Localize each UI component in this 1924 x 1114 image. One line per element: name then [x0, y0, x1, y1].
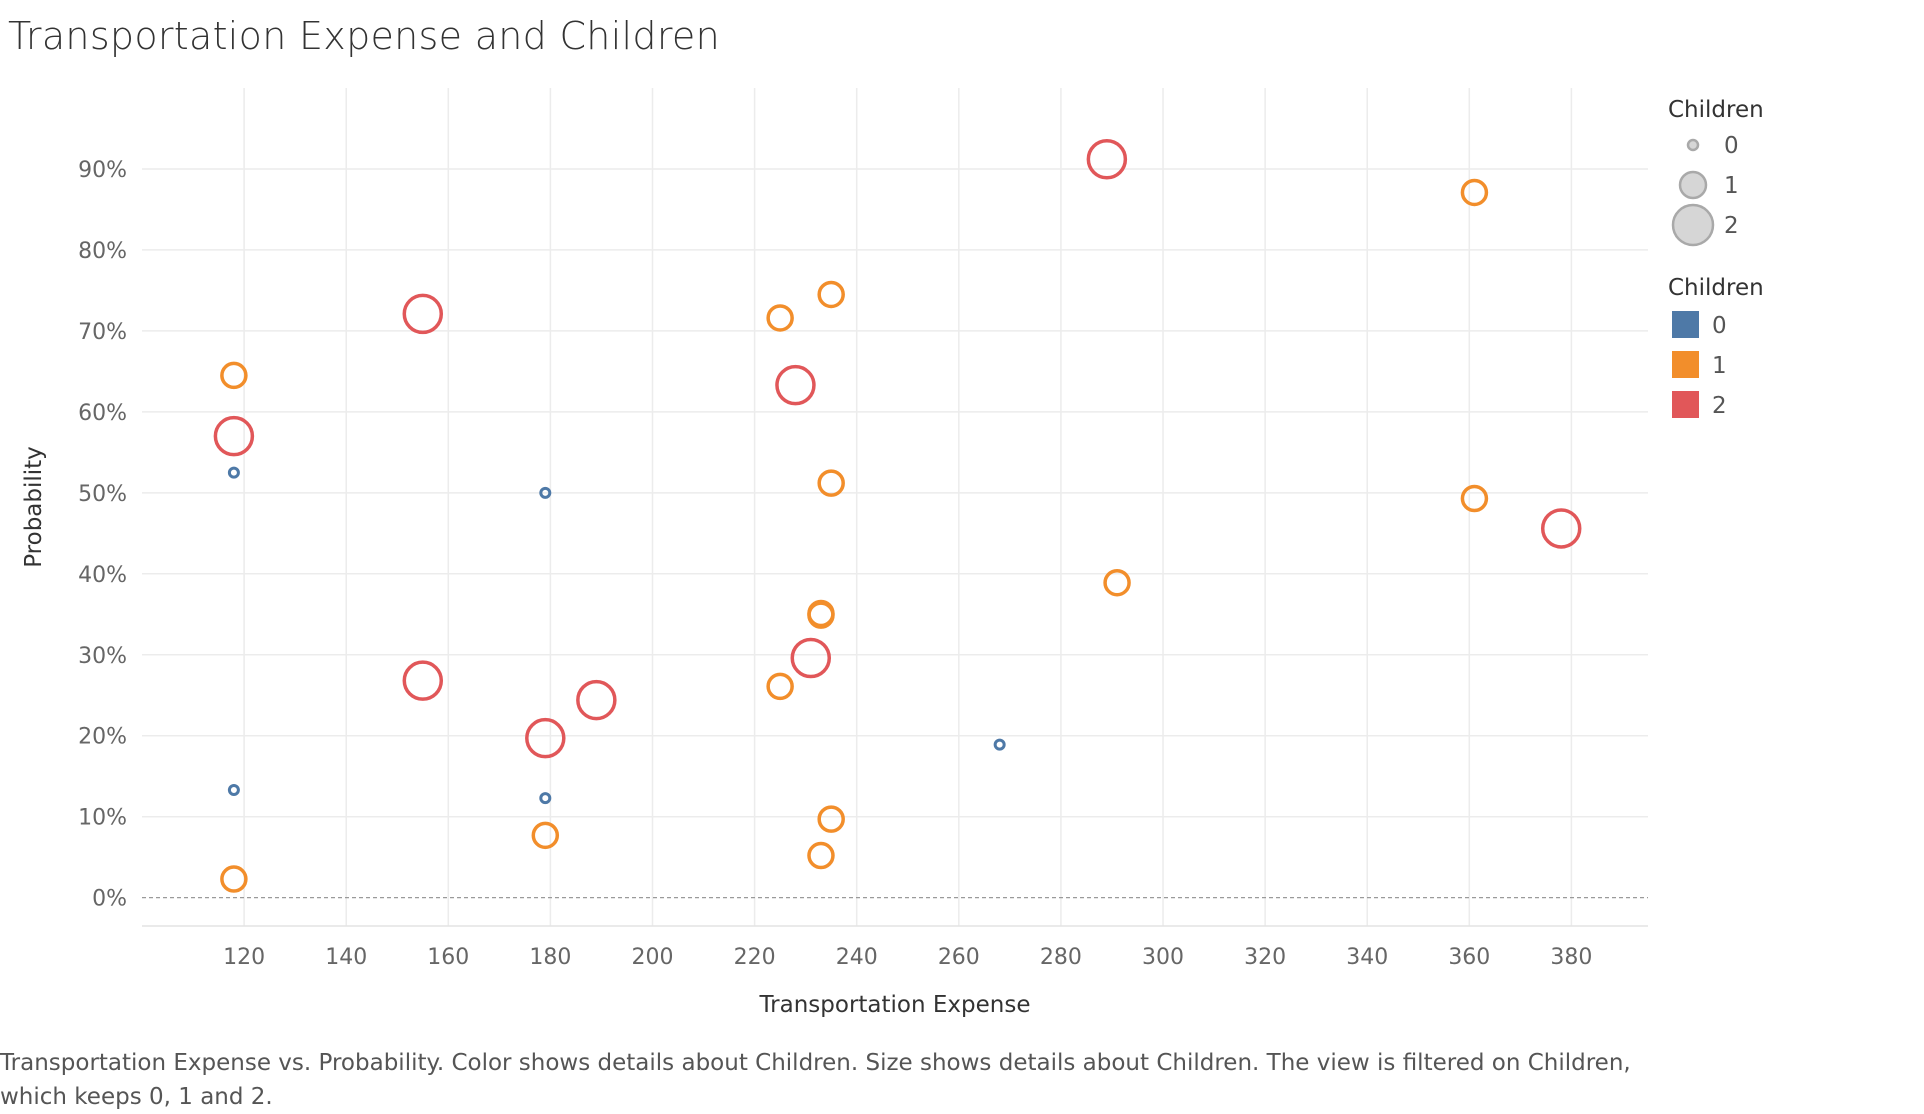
- x-tick-label: 340: [1346, 945, 1388, 970]
- x-tick-label: 140: [325, 945, 367, 970]
- data-point-children-0[interactable]: [227, 466, 240, 479]
- data-point-children-2[interactable]: [1086, 139, 1128, 180]
- data-point-children-1[interactable]: [817, 280, 845, 309]
- y-tick-label: 80%: [78, 239, 127, 264]
- size-legend-label: 0: [1724, 133, 1739, 159]
- y-axis-title: Probability: [21, 446, 47, 568]
- x-axis-ticks: 120 140 160 180 200 220 240 260 280 300 320 340 360 3…: [223, 945, 1592, 970]
- data-point-children-1[interactable]: [807, 601, 835, 629]
- data-point-children-0[interactable]: [539, 792, 552, 805]
- size-legend-label: 1: [1724, 173, 1739, 199]
- y-tick-label: 30%: [78, 644, 127, 669]
- x-tick-label: 240: [836, 945, 878, 970]
- color-legend-swatch: [1672, 351, 1699, 378]
- x-tick-label: 360: [1448, 945, 1490, 970]
- size-legend-swatch: [1686, 138, 1700, 152]
- color-legend-label: 0: [1712, 313, 1727, 339]
- size-legend-swatch: [1678, 170, 1708, 200]
- size-legend-label: 2: [1724, 213, 1739, 239]
- data-point-children-1[interactable]: [220, 865, 248, 893]
- data-point-children-0[interactable]: [227, 783, 240, 796]
- x-tick-label: 280: [1040, 945, 1082, 970]
- size-legend-swatch: [1671, 203, 1715, 247]
- data-point-children-1[interactable]: [817, 469, 845, 497]
- y-tick-label: 20%: [78, 725, 127, 750]
- x-tick-label: 200: [632, 945, 674, 970]
- y-tick-label: 50%: [78, 482, 127, 507]
- data-point-children-1[interactable]: [766, 672, 794, 701]
- y-tick-label: 0%: [92, 887, 127, 912]
- data-point-children-2[interactable]: [402, 293, 444, 335]
- x-tick-label: 300: [1142, 945, 1184, 970]
- data-points: [213, 139, 1582, 893]
- color-legend-title: Children: [1668, 275, 1764, 301]
- data-point-children-0[interactable]: [993, 738, 1006, 751]
- x-tick-label: 320: [1244, 945, 1286, 970]
- color-legend[interactable]: Children 0 1 2: [1668, 275, 1764, 419]
- data-point-children-0[interactable]: [539, 486, 552, 499]
- x-tick-label: 120: [223, 945, 265, 970]
- y-tick-label: 40%: [78, 563, 127, 588]
- data-point-children-2[interactable]: [790, 637, 832, 679]
- y-axis-ticks: 0% 10% 20% 30% 40% 50% 60% 70% 80% 90%: [78, 158, 127, 912]
- data-point-children-2[interactable]: [1540, 508, 1582, 549]
- x-axis-title: Transportation Expense: [759, 992, 1031, 1018]
- data-point-children-2[interactable]: [775, 364, 816, 406]
- scatter-chart: 0%10%20%30%40%50%60%70%80%90% 120 140 160 1…: [21, 88, 1764, 1018]
- y-tick-label: 10%: [78, 806, 127, 831]
- color-legend-swatch: [1672, 311, 1699, 338]
- x-tick-label: 160: [427, 945, 469, 970]
- data-point-children-1[interactable]: [1103, 568, 1131, 597]
- data-point-children-1[interactable]: [1460, 484, 1489, 513]
- size-legend-title: Children: [1668, 97, 1764, 123]
- color-legend-label: 2: [1712, 393, 1727, 419]
- data-point-children-2[interactable]: [402, 660, 444, 701]
- x-tick-label: 380: [1550, 945, 1592, 970]
- color-legend-label: 1: [1712, 353, 1727, 379]
- y-tick-label: 90%: [78, 158, 127, 183]
- data-point-children-1[interactable]: [807, 841, 835, 870]
- data-point-children-1[interactable]: [766, 304, 794, 332]
- chart-caption: Transportation Expense vs. Probability. …: [0, 1050, 1631, 1110]
- data-point-children-1[interactable]: [1460, 178, 1489, 207]
- data-point-children-1[interactable]: [220, 361, 248, 390]
- x-tick-label: 180: [529, 945, 571, 970]
- y-tick-label: 60%: [78, 401, 127, 426]
- grid-lines: [142, 88, 1648, 927]
- x-tick-label: 260: [938, 945, 980, 970]
- x-tick-label: 220: [734, 945, 776, 970]
- y-tick-label: 70%: [78, 320, 127, 345]
- data-point-children-2[interactable]: [213, 415, 255, 457]
- color-legend-swatch: [1672, 391, 1699, 418]
- data-point-children-2[interactable]: [525, 717, 566, 759]
- data-point-children-1[interactable]: [817, 805, 845, 833]
- size-legend[interactable]: Children 0 1 2: [1668, 97, 1764, 247]
- data-point-children-1[interactable]: [531, 821, 560, 850]
- chart-title: Transportation Expense and Children: [8, 14, 720, 58]
- data-point-children-2[interactable]: [576, 679, 617, 721]
